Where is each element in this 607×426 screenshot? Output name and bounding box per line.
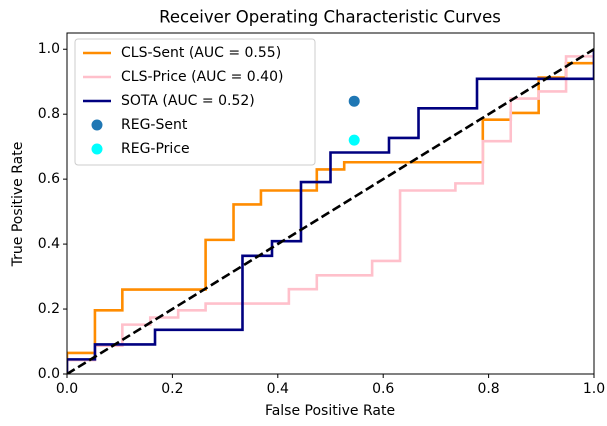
legend-label: REG-Price [121,141,190,157]
legend-marker [91,143,103,155]
legend-label: CLS-Price (AUC = 0.40) [121,69,283,85]
y-tick-label: 0.6 [38,171,60,187]
diagonal-line [67,48,594,374]
roc-line [67,49,594,374]
legend-label: SOTA (AUC = 0.52) [121,93,255,109]
scatter-point [348,95,360,107]
legend-label: CLS-Sent (AUC = 0.55) [121,45,281,61]
y-tick-label: 0.8 [38,106,60,122]
y-axis-label: True Positive Rate [10,142,26,268]
y-tick-label: 0.2 [38,301,60,317]
x-tick-label: 0.0 [56,381,78,397]
plot-frame [66,32,595,375]
y-tick-label: 0.0 [38,366,60,382]
legend-box [74,38,316,166]
x-tick-label: 1.0 [583,381,605,397]
x-axis-label: False Positive Rate [265,403,395,419]
x-tick-label: 0.6 [372,381,394,397]
x-tick-label: 0.8 [477,381,499,397]
y-tick-label: 1.0 [38,41,60,57]
x-tick-label: 0.2 [161,381,183,397]
y-tick-label: 0.4 [38,236,60,252]
scatter-point [348,134,360,146]
legend-marker [91,119,103,131]
x-tick-label: 0.4 [267,381,289,397]
roc-line [67,49,594,374]
chart-title: Receiver Operating Characteristic Curves [159,8,501,27]
legend-label: REG-Sent [121,117,188,133]
